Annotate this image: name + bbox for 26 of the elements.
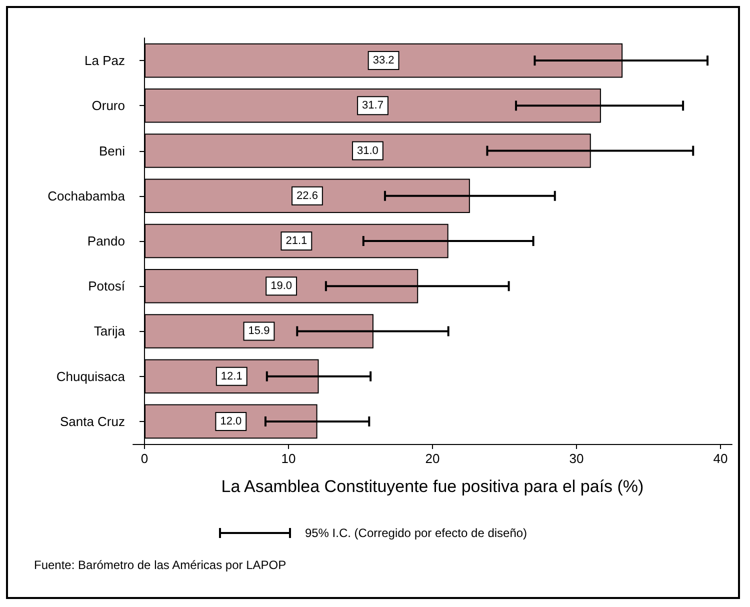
legend-title: 95% I.C. (Corregido por efecto de diseño) bbox=[304, 526, 528, 540]
data-label: 15.9 bbox=[248, 325, 270, 338]
x-axis-title: La Asamblea Constituyente fue positiva para el país (%) bbox=[221, 477, 644, 496]
y-tick-label: Santa Cruz bbox=[60, 414, 125, 429]
y-tick-label: Chuquisaca bbox=[56, 368, 126, 384]
data-label: 33.2 bbox=[372, 54, 394, 67]
y-tick-label: La Paz bbox=[84, 53, 125, 68]
data-label: 31.7 bbox=[362, 100, 384, 112]
source-note: Fuente: Barómetro de las Américas por LAPOP bbox=[34, 558, 286, 572]
y-tick-label: Beni bbox=[98, 143, 126, 158]
x-tick-label: 20 bbox=[425, 451, 440, 466]
y-tick-label: Oruro bbox=[92, 98, 125, 114]
data-label: 19.0 bbox=[270, 280, 292, 292]
data-label: 22.6 bbox=[296, 190, 318, 202]
y-tick-label: Potosí bbox=[88, 278, 126, 294]
y-tick-label: Pando bbox=[87, 234, 125, 248]
x-tick-label: 0 bbox=[140, 451, 148, 466]
y-tick-label: Cochabamba bbox=[48, 188, 126, 204]
data-label: 31.0 bbox=[356, 144, 378, 157]
x-tick-label: 40 bbox=[713, 451, 728, 466]
data-label: 12.1 bbox=[220, 370, 242, 382]
data-label: 12.0 bbox=[220, 415, 242, 428]
x-tick-label: 10 bbox=[281, 451, 296, 466]
y-tick-label: Tarija bbox=[94, 324, 126, 339]
x-tick-label: 30 bbox=[569, 451, 584, 466]
data-label: 21.1 bbox=[286, 235, 308, 247]
